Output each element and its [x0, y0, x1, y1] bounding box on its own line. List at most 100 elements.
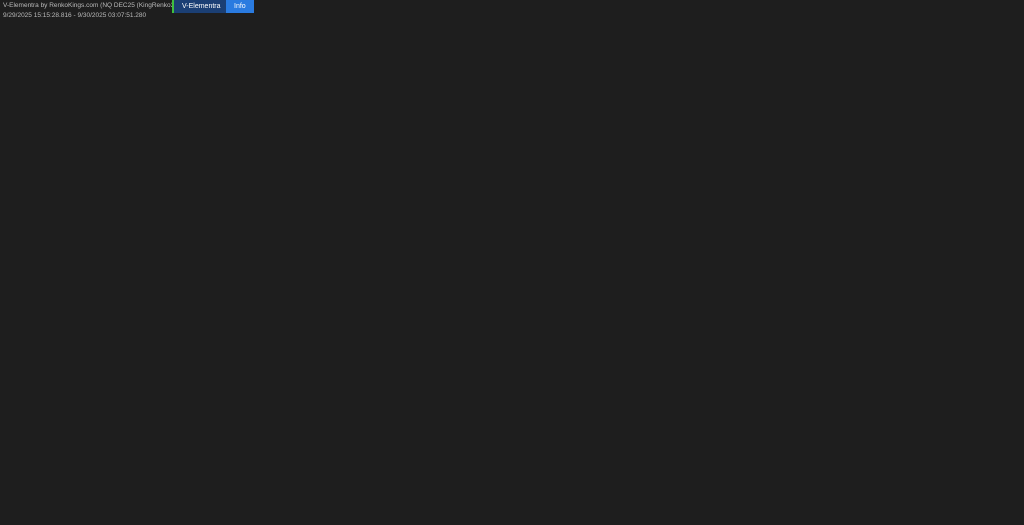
annotation: +60: [480, 354, 492, 361]
candle-body: [18, 430, 26, 454]
candle-body: [121, 277, 129, 301]
y-tick-label: 24840.00: [991, 144, 1018, 151]
candle-body: [849, 181, 856, 216]
candle-body: [70, 379, 77, 397]
candle-body: [29, 453, 36, 476]
x-tick-label: 22:58: [702, 505, 719, 512]
indicator-button[interactable]: V-Elementra: [172, 0, 229, 13]
candle-body: [80, 356, 88, 380]
y-tick-label: 24815.00: [991, 286, 1018, 293]
candle-body: [295, 215, 303, 238]
annotation: -38: [626, 325, 636, 332]
x-tick-label: 20:17: [495, 505, 512, 512]
x-tick-label: 21:05: [564, 505, 581, 512]
candle-body: [459, 249, 467, 278]
annotation: R: [702, 22, 710, 34]
candle-body: [490, 300, 498, 335]
candle-body: [592, 215, 600, 244]
y-tick-label: 24830.00: [991, 201, 1018, 208]
nav-arrow[interactable]: [975, 7, 987, 17]
x-tick-label: 18:58: [391, 505, 408, 512]
y-tick-label: 24860.00: [991, 31, 1018, 38]
candle-body: [49, 419, 57, 442]
candle-body: [767, 175, 774, 204]
y-tick-label: 24855.00: [991, 59, 1018, 66]
candle-body: [254, 135, 262, 170]
candle-body: [623, 294, 631, 318]
y-tick-label: 24800.00: [991, 370, 1018, 377]
annotation: 28: [880, 107, 888, 114]
candle-body: [111, 300, 118, 318]
lower-band: [0, 249, 985, 470]
candle-body: [234, 186, 241, 210]
candle-body: [910, 147, 918, 176]
x-tick-label: 15:41: [150, 505, 167, 512]
candle-body: [449, 215, 457, 250]
candle-body: [346, 294, 354, 318]
info-button[interactable]: Info: [226, 0, 254, 13]
candle-body: [203, 130, 211, 159]
signal-arrow: [482, 366, 490, 373]
candle-body: [244, 169, 252, 210]
x-tick-label: 03:00: [943, 505, 960, 512]
annotation: -33: [931, 302, 941, 309]
brand: NINJATRADER: [956, 512, 1020, 522]
annotation: Deep: [153, 171, 177, 182]
candle-body: [920, 175, 928, 204]
candle-body: [603, 243, 610, 267]
x-tick-label: 15:36: [115, 505, 132, 512]
candle-body: [787, 232, 795, 255]
y-tick-label: 24820.00: [991, 257, 1018, 264]
annotation: +7: [686, 78, 694, 85]
candle-body: [715, 39, 723, 63]
x-tick-label: 15:53: [219, 505, 236, 512]
annotation: +38: [710, 57, 722, 64]
candle-body: [182, 181, 190, 204]
y-tick-label: 24790.00: [991, 427, 1018, 434]
annotation: +65: [201, 100, 213, 107]
chart-title: V-Elementra by RenkoKings.com (NQ DEC25 …: [3, 2, 197, 9]
upper-band: [0, 0, 985, 142]
candle-body: [193, 158, 200, 182]
x-tick-label: Sep 30: [734, 505, 755, 512]
candle-body: [674, 147, 682, 176]
x-tick-label: 20:38: [529, 505, 546, 512]
y-tick-label: 24825.00: [991, 229, 1018, 236]
x-tick-label: 02:11: [840, 505, 856, 512]
candle-body: [572, 192, 580, 227]
annotation: +11: [666, 122, 678, 129]
candle-body: [305, 237, 313, 267]
x-tick-label: 15:18: [46, 505, 63, 512]
copyright: © 2025 NinjaTrader, LLC: [3, 487, 75, 495]
y-tick-label: 24805.00: [991, 342, 1018, 349]
candle-body: [8, 407, 16, 431]
candle-body: [633, 271, 641, 318]
candle-body: [859, 141, 867, 182]
x-tick-label: 15:15: [12, 505, 29, 512]
candle-body: [428, 141, 436, 176]
candle-body: [90, 339, 98, 357]
candle-body: [562, 203, 569, 227]
zigzag: [31, 124, 208, 482]
panel-label: V-Elementra: [3, 516, 39, 523]
candle-body: [469, 277, 477, 306]
candle-body: [613, 266, 621, 295]
y-tick-label: 24845.00: [991, 116, 1018, 123]
candle-body: [900, 113, 908, 148]
candle-body: [326, 294, 334, 329]
signal-arrow: [211, 70, 219, 77]
candle-body: [223, 158, 231, 187]
annotation: -16: [617, 323, 627, 330]
candle-body: [797, 254, 805, 278]
candle-body: [838, 175, 846, 216]
x-tick-label: 22:02: [633, 505, 650, 512]
candle-body: [828, 175, 836, 210]
side-toggle[interactable]: F: [1004, 3, 1009, 12]
candle-body: [941, 232, 949, 267]
y-tick-label: 24835.00: [991, 172, 1018, 179]
candle-body: [131, 277, 139, 295]
x-tick-label: 02:53: [909, 505, 926, 512]
signal-arrow: [702, 37, 710, 44]
